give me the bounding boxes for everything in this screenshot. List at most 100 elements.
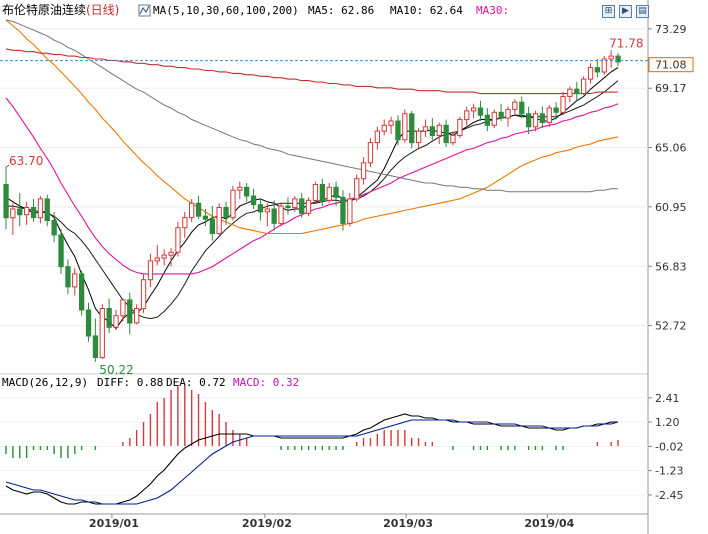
candle-up	[601, 58, 607, 73]
macd-params-label: MACD(26,12,9)	[2, 376, 88, 389]
macd-tick-label: -2.45	[655, 489, 683, 502]
candle-up	[581, 78, 587, 94]
candle-down	[223, 207, 229, 219]
candle-down	[484, 114, 491, 126]
candle-up	[402, 113, 408, 141]
left-high-annotation: 63.70	[9, 154, 43, 168]
left-high-marker	[5, 164, 10, 168]
ma-indicator-glyph	[139, 5, 150, 15]
candle-down	[44, 198, 50, 221]
candle-down	[85, 309, 92, 337]
candle-up	[147, 260, 154, 281]
indicator-panel-icon: ▶	[622, 6, 629, 16]
candle-up	[264, 208, 271, 213]
candle-down	[58, 234, 64, 268]
macd-axis-ticks: 2.41 1.20 -0.02 -1.23 -2.45	[648, 392, 683, 502]
candle-down	[92, 335, 99, 358]
price-tick-label: 52.72	[655, 320, 687, 333]
candle-up	[388, 120, 394, 126]
dea-line	[5, 419, 619, 505]
price-grid	[0, 28, 648, 327]
candle-down	[51, 220, 57, 236]
candle-down	[127, 299, 133, 324]
price-tick-label: 65.06	[655, 142, 687, 155]
candle-up	[37, 198, 44, 219]
candle-up	[168, 251, 174, 256]
ma100-line	[5, 19, 618, 193]
price-tick-label: 56.83	[655, 260, 687, 273]
candle-down	[594, 67, 601, 73]
candle-up	[278, 205, 284, 224]
candle-down	[395, 120, 401, 141]
candle-down	[250, 195, 257, 206]
candle-down	[526, 113, 532, 128]
candle-down	[65, 266, 71, 288]
candle-up	[326, 186, 332, 201]
candle-up	[567, 88, 573, 97]
candle-up	[505, 108, 511, 119]
current-price-tag	[648, 57, 694, 73]
candle-up	[546, 107, 552, 123]
candle-down	[195, 202, 202, 217]
period-label[interactable]: (日线)	[86, 3, 119, 17]
candlestick-series	[3, 50, 621, 362]
current-price-tag-text: 71.08	[655, 59, 687, 72]
ma60-line	[5, 19, 619, 235]
candle-down	[429, 126, 436, 137]
ma200-line	[5, 48, 618, 95]
macd-lines	[5, 413, 619, 505]
ma10-value: MA10: 62.64	[390, 4, 463, 17]
date-axis-ticks: 2019/01 2019/02 2019/03 2019/04	[89, 514, 575, 530]
macd-tick-label: 1.20	[655, 416, 680, 429]
ma30-line	[5, 97, 619, 275]
candle-up	[416, 130, 422, 144]
candle-down	[539, 113, 546, 124]
candle-up	[189, 202, 195, 219]
macd-diff-value: DIFF: 0.88	[97, 376, 163, 389]
candle-up	[457, 119, 463, 136]
candle-up	[292, 198, 298, 209]
candle-up	[587, 67, 594, 80]
ma-params-label: MA(5,10,30,60,100,200)	[153, 4, 299, 17]
macd-histogram	[5, 386, 619, 458]
candle-up	[113, 315, 119, 328]
candle-down	[271, 208, 277, 224]
low-annotation: 50.22	[99, 363, 133, 377]
indicator-panel-button[interactable]: ▶	[619, 5, 632, 18]
price-tick-label: 60.95	[655, 201, 687, 214]
candle-down	[285, 205, 291, 209]
candle-down	[333, 186, 339, 198]
candle-up	[216, 207, 222, 234]
moving-average-lines	[5, 19, 619, 330]
candle-up	[347, 198, 353, 224]
candle-up	[608, 55, 614, 60]
candle-down	[79, 273, 85, 311]
ma30-value: MA30:	[476, 4, 509, 17]
candle-down	[340, 196, 346, 224]
macd-grid	[0, 397, 648, 496]
ma5-line	[5, 67, 619, 330]
candle-down	[574, 88, 580, 94]
candle-down	[319, 184, 326, 201]
candle-down	[244, 186, 250, 197]
candle-up	[464, 110, 470, 121]
zoom-in-button[interactable]: ⊞	[602, 5, 615, 18]
candle-up	[491, 111, 497, 126]
macd-hist-value: MACD: 0.32	[233, 376, 299, 389]
settings-panel-button[interactable]: ▤	[636, 5, 649, 18]
candle-up	[140, 279, 147, 310]
candle-up	[312, 184, 319, 201]
candle-down	[209, 218, 215, 235]
candle-down	[615, 55, 621, 63]
candle-down	[299, 198, 305, 214]
candle-up	[354, 178, 360, 200]
ma10-line	[6, 80, 619, 320]
price-tick-label: 73.29	[655, 23, 687, 36]
date-tick-label: 2019/01	[89, 517, 139, 530]
candle-down	[257, 204, 264, 213]
candle-down	[409, 113, 415, 144]
candle-down	[519, 101, 525, 115]
price-axis-ticks: 73.29 69.17 65.06 60.95 56.83 52.72	[648, 23, 687, 333]
